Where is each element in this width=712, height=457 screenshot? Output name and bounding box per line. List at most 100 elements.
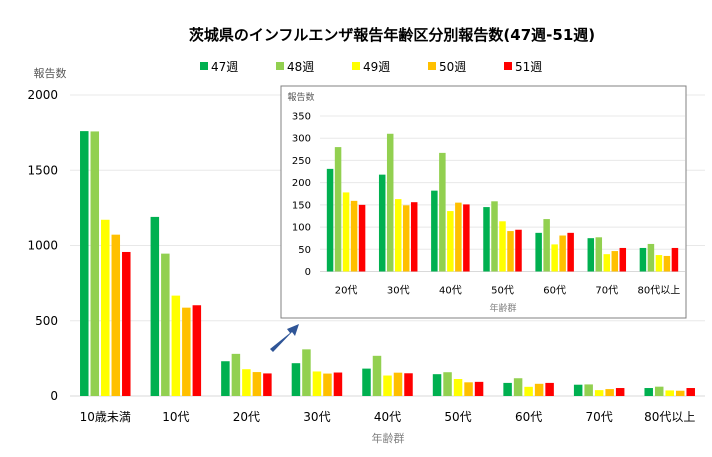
bar	[383, 375, 392, 396]
bar	[559, 235, 566, 272]
legend-label: 50週	[439, 60, 466, 74]
bar	[333, 372, 343, 396]
inset-plot: 0 50 100 150 200 250 300 350 20代 30代 40代 50代 60代 70代 8…	[292, 112, 685, 297]
bar	[644, 388, 653, 396]
bar	[474, 381, 484, 396]
legend-swatch	[352, 62, 360, 70]
x-tick-label: 30代	[303, 410, 330, 424]
bar	[111, 234, 121, 396]
x-tick-label: 70代	[586, 410, 613, 424]
x-tick-label: 50代	[491, 285, 514, 297]
bar	[647, 243, 655, 272]
chart-title: 茨城県のインフルエンザ報告年齢区分別報告数(47週-51週)	[189, 26, 595, 44]
y-tick-label: 300	[292, 134, 311, 145]
bar	[101, 219, 110, 396]
bar	[491, 201, 498, 272]
legend-swatch	[276, 62, 284, 70]
bar	[394, 199, 402, 272]
x-tick-label: 60代	[515, 410, 542, 424]
y-tick-label: 0	[305, 267, 311, 278]
bar	[372, 355, 382, 396]
bar	[312, 371, 322, 396]
bar	[393, 372, 403, 396]
bar	[543, 219, 550, 272]
bar	[302, 349, 311, 396]
x-tick-label: 40代	[374, 410, 401, 424]
bar	[161, 253, 170, 396]
y-tick-label: 200	[292, 178, 311, 189]
bar	[80, 131, 89, 396]
inset-x-axis-label: 年齢群	[489, 302, 516, 314]
bar	[611, 251, 619, 272]
bar	[615, 388, 625, 396]
bar	[654, 386, 664, 396]
bar	[675, 390, 685, 396]
bar	[386, 133, 394, 272]
bar	[447, 211, 454, 272]
x-tick-label: 40代	[439, 285, 462, 297]
bar	[639, 247, 647, 272]
bar	[404, 373, 413, 396]
bar	[455, 202, 462, 272]
y-tick-label: 1000	[27, 239, 58, 253]
bar	[342, 192, 350, 272]
legend-label: 49週	[363, 60, 390, 74]
bar	[192, 305, 202, 396]
x-tick-label: 60代	[543, 285, 566, 297]
x-tick-label: 70代	[595, 285, 618, 297]
y-tick-label: 500	[35, 314, 58, 328]
legend-swatch	[428, 62, 436, 70]
inset-frame	[280, 85, 687, 319]
bar	[171, 295, 181, 396]
x-tick-label: 30代	[387, 285, 410, 297]
bar	[605, 389, 614, 396]
bar	[362, 368, 371, 396]
bar	[443, 372, 452, 396]
bar	[334, 147, 342, 272]
bar	[326, 168, 334, 272]
bar	[323, 373, 332, 396]
bar	[439, 152, 446, 272]
y-tick-label: 50	[298, 245, 311, 256]
bar	[551, 244, 558, 272]
bar	[350, 200, 358, 272]
y-tick-label: 350	[292, 112, 311, 123]
bar	[263, 373, 272, 396]
bar	[358, 204, 366, 272]
bar	[573, 384, 583, 396]
bar	[378, 174, 386, 272]
bar	[291, 363, 301, 396]
bar	[513, 378, 523, 396]
bar	[567, 232, 574, 272]
bar	[410, 202, 418, 272]
x-tick-label: 80代以上	[638, 285, 681, 297]
bar	[584, 384, 593, 396]
bar	[524, 386, 533, 396]
bar	[231, 353, 241, 396]
y-tick-label: 100	[292, 223, 311, 234]
y-tick-label: 1500	[27, 163, 58, 177]
bar	[150, 216, 160, 396]
arrow-icon	[270, 324, 299, 352]
bar	[507, 231, 514, 272]
bar	[503, 382, 512, 396]
bar	[671, 247, 679, 272]
bar	[534, 383, 544, 396]
bar	[402, 205, 410, 272]
bar	[603, 254, 611, 272]
x-tick-label: 50代	[444, 410, 471, 424]
bar	[90, 131, 100, 396]
bar	[122, 251, 131, 396]
legend-label: 51週	[515, 60, 542, 74]
bar	[242, 369, 251, 396]
x-tick-label: 10歳未満	[80, 410, 131, 424]
y-tick-label: 0	[50, 389, 58, 403]
bar	[453, 378, 463, 396]
bar	[535, 232, 542, 272]
bar	[499, 221, 506, 272]
bar	[252, 372, 262, 396]
legend-swatch	[200, 62, 208, 70]
x-axis-label: 年齢群	[372, 431, 405, 445]
